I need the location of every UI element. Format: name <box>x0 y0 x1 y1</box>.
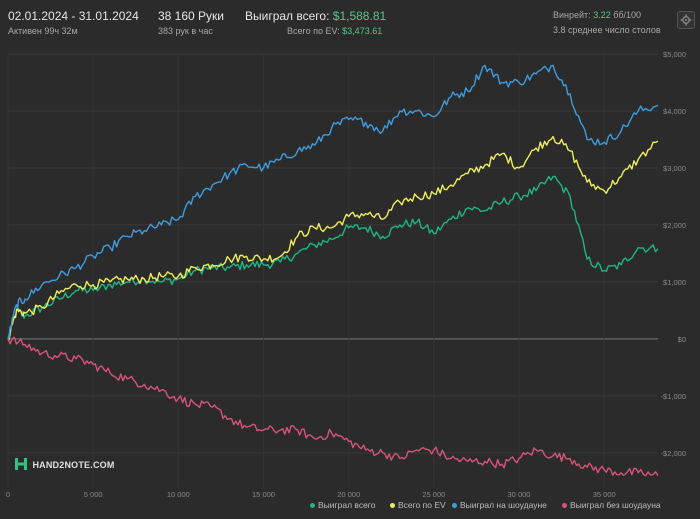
series-line-2 <box>7 64 659 340</box>
hands-count: 38 160 Руки <box>158 9 224 23</box>
legend-item[interactable]: Выиграл на шоудауне <box>452 500 547 510</box>
x-tick-label: 20 000 <box>337 490 360 499</box>
legend-swatch <box>562 503 567 509</box>
total-ev: Всего по EV: $3,473.61 <box>287 26 382 36</box>
total-ev-value: $3,473.61 <box>342 26 383 36</box>
x-tick-label: 0 <box>6 490 10 499</box>
x-tick-label: 25 000 <box>422 490 445 499</box>
total-won-label: Выиграл всего: <box>245 9 330 23</box>
total-won: Выиграл всего: $1,588.81 <box>245 9 386 23</box>
y-tick-label: $1,000 <box>663 278 686 287</box>
legend-item[interactable]: Всего по EV <box>390 500 446 510</box>
gear-icon <box>680 14 692 26</box>
winrate: Винрейт: 3.22 бб/100 <box>553 10 641 20</box>
hand2note-logo: HAND2NOTE.COM <box>14 455 115 473</box>
x-tick-label: 15 000 <box>252 490 275 499</box>
winrate-value: 3.22 <box>593 10 611 20</box>
series-line-1 <box>7 135 659 341</box>
active-time: Активен 99ч 32м <box>8 26 78 36</box>
legend-swatch <box>452 503 457 509</box>
settings-button[interactable] <box>677 11 695 29</box>
y-tick-label: $0 <box>678 335 686 344</box>
winrate-unit: бб/100 <box>613 10 642 20</box>
x-tick-label: 10 000 <box>167 490 190 499</box>
legend-swatch <box>310 503 315 509</box>
series-line-0 <box>7 175 659 340</box>
legend-label: Выиграл без шоудауна <box>570 500 661 510</box>
y-tick-label: $3,000 <box>663 164 686 173</box>
y-tick-label: $5,000 <box>663 50 686 59</box>
legend-label: Выиграл всего <box>318 500 376 510</box>
y-tick-label: -$1,000 <box>661 392 686 401</box>
total-ev-label: Всего по EV: <box>287 26 340 36</box>
series-line-3 <box>7 336 659 477</box>
avg-tables: 3.8 среднее число столов <box>553 25 661 35</box>
legend-item[interactable]: Выиграл всего <box>310 500 375 510</box>
legend-label: Всего по EV <box>398 500 446 510</box>
hand2note-logo-icon <box>15 457 27 470</box>
legend-item[interactable]: Выиграл без шоудауна <box>562 500 661 510</box>
x-tick-label: 30 000 <box>508 490 531 499</box>
y-tick-label: $4,000 <box>663 107 686 116</box>
date-range[interactable]: 02.01.2024 - 31.01.2024 <box>8 9 139 23</box>
y-tick-label: $2,000 <box>663 221 686 230</box>
logo-text: HAND2NOTE.COM <box>32 460 115 470</box>
legend-label: Выиграл на шоудауне <box>460 500 547 510</box>
x-tick-label: 35 000 <box>593 490 616 499</box>
y-tick-label: -$2,000 <box>661 449 686 458</box>
total-won-value: $1,588.81 <box>332 9 387 23</box>
legend-swatch <box>390 503 395 509</box>
stats-header: 02.01.2024 - 31.01.2024 Активен 99ч 32м … <box>0 0 700 42</box>
x-tick-label: 5 000 <box>84 490 103 499</box>
hands-per-hour: 383 рук в час <box>158 26 213 36</box>
winrate-label: Винрейт: <box>553 10 591 20</box>
